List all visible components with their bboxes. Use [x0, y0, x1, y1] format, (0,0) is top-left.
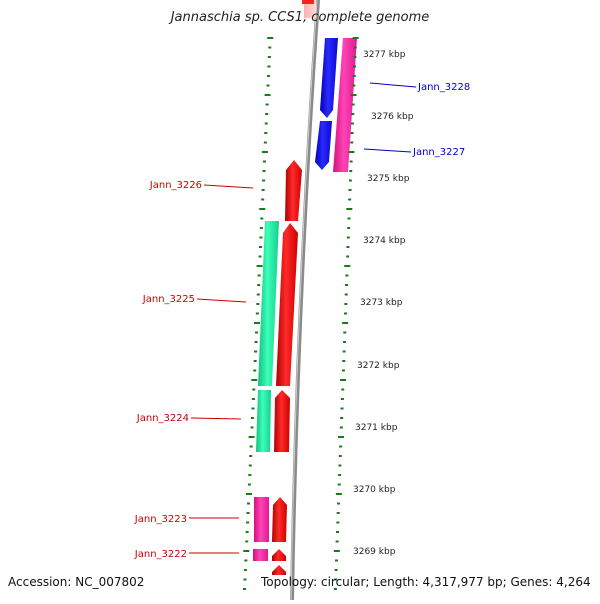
- gene-partial-top-red: [302, 0, 314, 4]
- gene-label[interactable]: Jann_3227: [412, 147, 465, 158]
- coordinate-ruler: 3277 kbp 3276 kbp 3275 kbp 3274 kbp 3273 kbp…: [353, 50, 414, 557]
- page-title: Jannaschia sp. CCS1, complete genome: [170, 10, 430, 25]
- ruler-label: 3271 kbp: [355, 423, 398, 433]
- gene-label-leader: [203, 184, 254, 189]
- ruler-label: 3276 kbp: [371, 112, 414, 122]
- gene-label-leader: [196, 298, 247, 303]
- gene-jann-3225-arrow: [276, 223, 298, 386]
- gene-jann-3222-cds: [253, 549, 268, 561]
- gene-label[interactable]: Jann_3223: [134, 514, 187, 525]
- gene-label[interactable]: Jann_3225: [142, 294, 195, 305]
- ruler-label: 3270 kbp: [353, 485, 396, 495]
- gene-jann-3225-cds: [258, 221, 279, 386]
- right-tick-track: [333, 37, 359, 590]
- gene-labels: Jann_3228 Jann_3227 Jann_3226 Jann_3225 Jann…: [134, 82, 470, 560]
- gene-partial-top-pink: [304, 0, 316, 18]
- genome-backbone: [290, 0, 320, 601]
- gene-jann-3224-cds: [256, 390, 271, 452]
- gene-jann-3222-arrow: [272, 549, 286, 561]
- accession-text: Accession: NC_007802: [8, 575, 145, 589]
- gene-jann-3228-arrow: [320, 38, 338, 118]
- gene-jann-3223-arrow: [272, 497, 287, 542]
- gene-label-leader: [369, 82, 417, 88]
- gene-label[interactable]: Jann_3224: [136, 413, 189, 424]
- gene-jann-3224-arrow: [274, 390, 290, 452]
- ruler-label: 3269 kbp: [353, 547, 396, 557]
- ruler-label: 3274 kbp: [363, 236, 406, 246]
- gene-partial-bottom-arrow: [272, 565, 286, 575]
- left-tick-track: [243, 37, 274, 590]
- gene-jann-3227-arrow: [315, 121, 332, 170]
- ruler-label: 3273 kbp: [360, 298, 403, 308]
- gene-jann-3228-cds: [333, 38, 357, 172]
- genome-summary-text: Topology: circular; Length: 4,317,977 bp…: [261, 575, 591, 589]
- gene-label-leader: [363, 148, 412, 153]
- backbone-highlight: [290, 0, 318, 601]
- gene-label-leader: [190, 417, 242, 420]
- gene-label[interactable]: Jann_3226: [149, 180, 202, 191]
- ruler-label: 3272 kbp: [357, 361, 400, 371]
- ruler-label: 3277 kbp: [363, 50, 406, 60]
- gene-jann-3223-cds: [254, 497, 269, 542]
- gene-label[interactable]: Jann_3222: [134, 549, 187, 560]
- ruler-label: 3275 kbp: [367, 174, 410, 184]
- gene-label[interactable]: Jann_3228: [417, 82, 470, 93]
- gene-jann-3226-arrow: [285, 160, 302, 221]
